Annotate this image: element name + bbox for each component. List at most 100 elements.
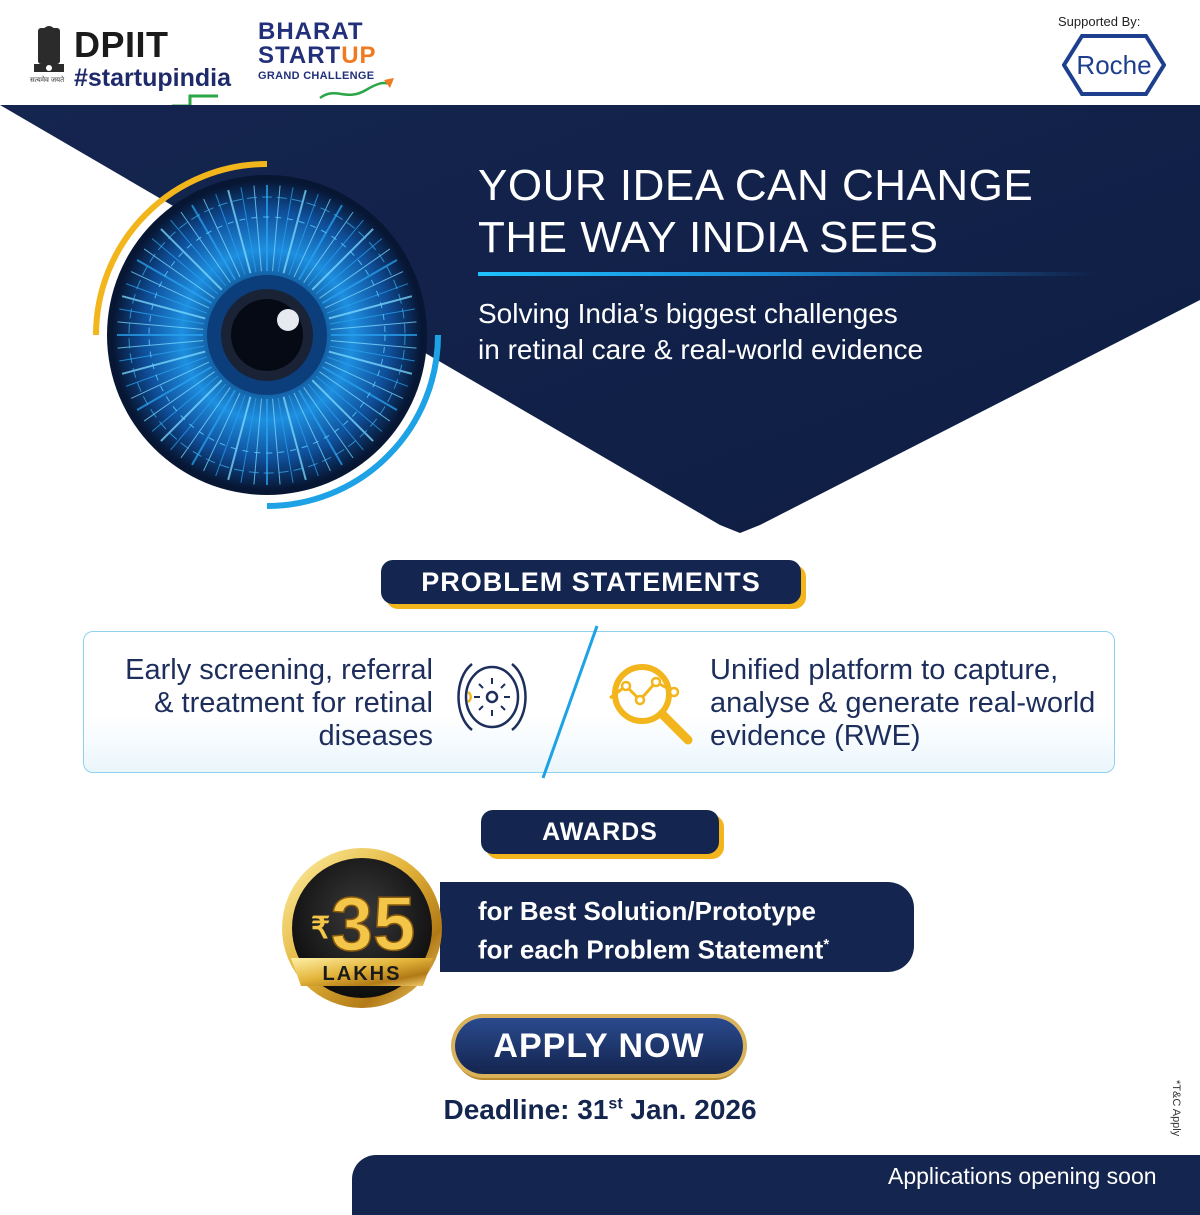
roche-wordmark: Roche <box>1076 50 1151 80</box>
bsgc-line2: STARTUP <box>258 42 377 70</box>
iris-ray <box>191 389 236 466</box>
problem-statement-rwe: Unified platform to capture, analyse & g… <box>710 654 1110 753</box>
hero-subheadline-line2: in retinal care & real-world evidence <box>478 334 924 365</box>
award-amount: 35 <box>331 882 416 967</box>
terms-note: *T&C Apply <box>1168 1080 1184 1160</box>
startupindia-hashtag: #startupindia <box>74 64 231 92</box>
bharat-startup-grand-challenge-logo: BHARAT STARTUP GRAND CHALLENGE <box>258 18 408 100</box>
iris-ray <box>151 375 219 432</box>
problem-left-line1: Early screening, referral <box>125 654 433 686</box>
iris-ray <box>136 259 213 304</box>
iris-ray <box>240 187 257 273</box>
hero-headline-line1: YOUR IDEA CAN CHANGE <box>478 161 1034 210</box>
deadline-suffix: Jan. 2026 <box>622 1094 757 1125</box>
iris-ray <box>293 392 331 472</box>
iris-ray <box>321 366 398 411</box>
iris-ray <box>288 394 319 477</box>
dpiit-title: DPIIT <box>74 24 169 65</box>
dpiit-logo: सत्यमेव जयते DPIIT #startupindia <box>30 18 231 108</box>
award-line1: for Best Solution/Prototype <box>478 896 816 926</box>
deadline-text: Deadline: 31st Jan. 2026 <box>380 1094 820 1126</box>
iris-ray <box>321 259 398 304</box>
iris-ray <box>329 345 415 362</box>
iris-ray <box>298 389 343 466</box>
iris-ray <box>170 383 227 451</box>
iris-ray <box>203 198 241 278</box>
rocket-trail-icon <box>319 78 394 100</box>
iris-ray <box>330 340 417 349</box>
problem-left-line3: diseases <box>318 720 433 752</box>
iris-ray <box>326 356 409 387</box>
iris-ray <box>136 366 213 411</box>
deadline-prefix: Deadline: 31 <box>443 1094 609 1125</box>
award-asterisk: * <box>823 936 830 953</box>
iris-ray <box>277 187 294 273</box>
problem-statements-card <box>83 631 1115 773</box>
iris-ray <box>227 396 252 481</box>
prize-medal: ₹ 35 LAKHS <box>282 848 442 1008</box>
iris-ray <box>315 238 383 295</box>
apply-now-button[interactable]: APPLY NOW <box>455 1018 743 1074</box>
iris-ray <box>311 228 374 291</box>
award-currency-symbol: ₹ <box>311 912 330 945</box>
iris-ray <box>298 204 343 281</box>
supported-by-label: Supported By: <box>1058 14 1141 29</box>
iris-ray <box>303 211 354 283</box>
iris-ray <box>130 271 210 309</box>
iris-ray <box>130 361 210 399</box>
iris-ray <box>272 185 281 272</box>
award-band <box>440 882 914 972</box>
iris-rays <box>117 185 417 485</box>
problem-statement-retinal: Early screening, referral & treatment fo… <box>100 654 433 753</box>
hero-subheadline: Solving India’s biggest challenges in re… <box>478 296 998 368</box>
iris-ray <box>324 361 404 399</box>
iris-ray <box>319 371 391 422</box>
iris-ray <box>303 387 354 459</box>
iris-ray <box>125 283 208 314</box>
awards-heading: AWARDS <box>481 810 719 854</box>
iris-ray <box>117 321 204 330</box>
applications-opening-text: Applications opening soon <box>888 1163 1157 1189</box>
iris-ray <box>191 204 236 281</box>
iris-ray <box>125 356 208 387</box>
iris-ray <box>253 185 262 272</box>
iris-ray <box>160 379 223 442</box>
award-description: for Best Solution/Prototype for each Pro… <box>478 894 918 967</box>
iris-ray <box>330 321 417 330</box>
iris-ray <box>328 350 413 375</box>
bsgc-up: UP <box>341 42 377 69</box>
data-analysis-magnifier-icon <box>609 664 693 745</box>
hero-subheadline-line1: Solving India’s biggest challenges <box>478 298 898 329</box>
iris-ray <box>180 387 231 459</box>
iris-ray <box>288 193 319 276</box>
hero-divider <box>478 272 1098 276</box>
iris-ray <box>293 198 331 278</box>
hero-headline: YOUR IDEA CAN CHANGE THE WAY INDIA SEES <box>478 160 1178 264</box>
deadline-ordinal: st <box>608 1095 623 1113</box>
roche-logo: Roche <box>1062 34 1166 96</box>
iris-ray <box>121 295 206 320</box>
iris-ray <box>143 371 215 422</box>
bsgc-start: START <box>258 42 342 69</box>
digital-eye-illustration <box>93 161 441 509</box>
iris-ray <box>215 394 246 477</box>
iris-ray <box>215 193 246 276</box>
iris-ray <box>311 379 374 442</box>
problem-left-line2: & treatment for retinal <box>154 687 433 719</box>
problem-right-line1: Unified platform to capture, <box>710 654 1059 686</box>
iris-ray <box>227 189 252 274</box>
iris-ray <box>151 238 219 295</box>
iris-ray <box>315 375 383 432</box>
iris-ray <box>160 228 223 291</box>
iris-ray <box>307 219 364 287</box>
hero-headline-line2: THE WAY INDIA SEES <box>478 213 939 262</box>
problem-right-line3: evidence (RWE) <box>710 720 921 752</box>
national-emblem-icon <box>34 26 64 72</box>
iris-ray <box>272 398 281 485</box>
problem-statements-heading: PROBLEM STATEMENTS <box>381 560 801 604</box>
iris-ray <box>326 283 409 314</box>
iris-ray <box>319 248 391 299</box>
iris-ray <box>282 189 307 274</box>
iris-ray <box>170 219 227 287</box>
terms-text: *T&C Apply <box>1170 1080 1182 1137</box>
